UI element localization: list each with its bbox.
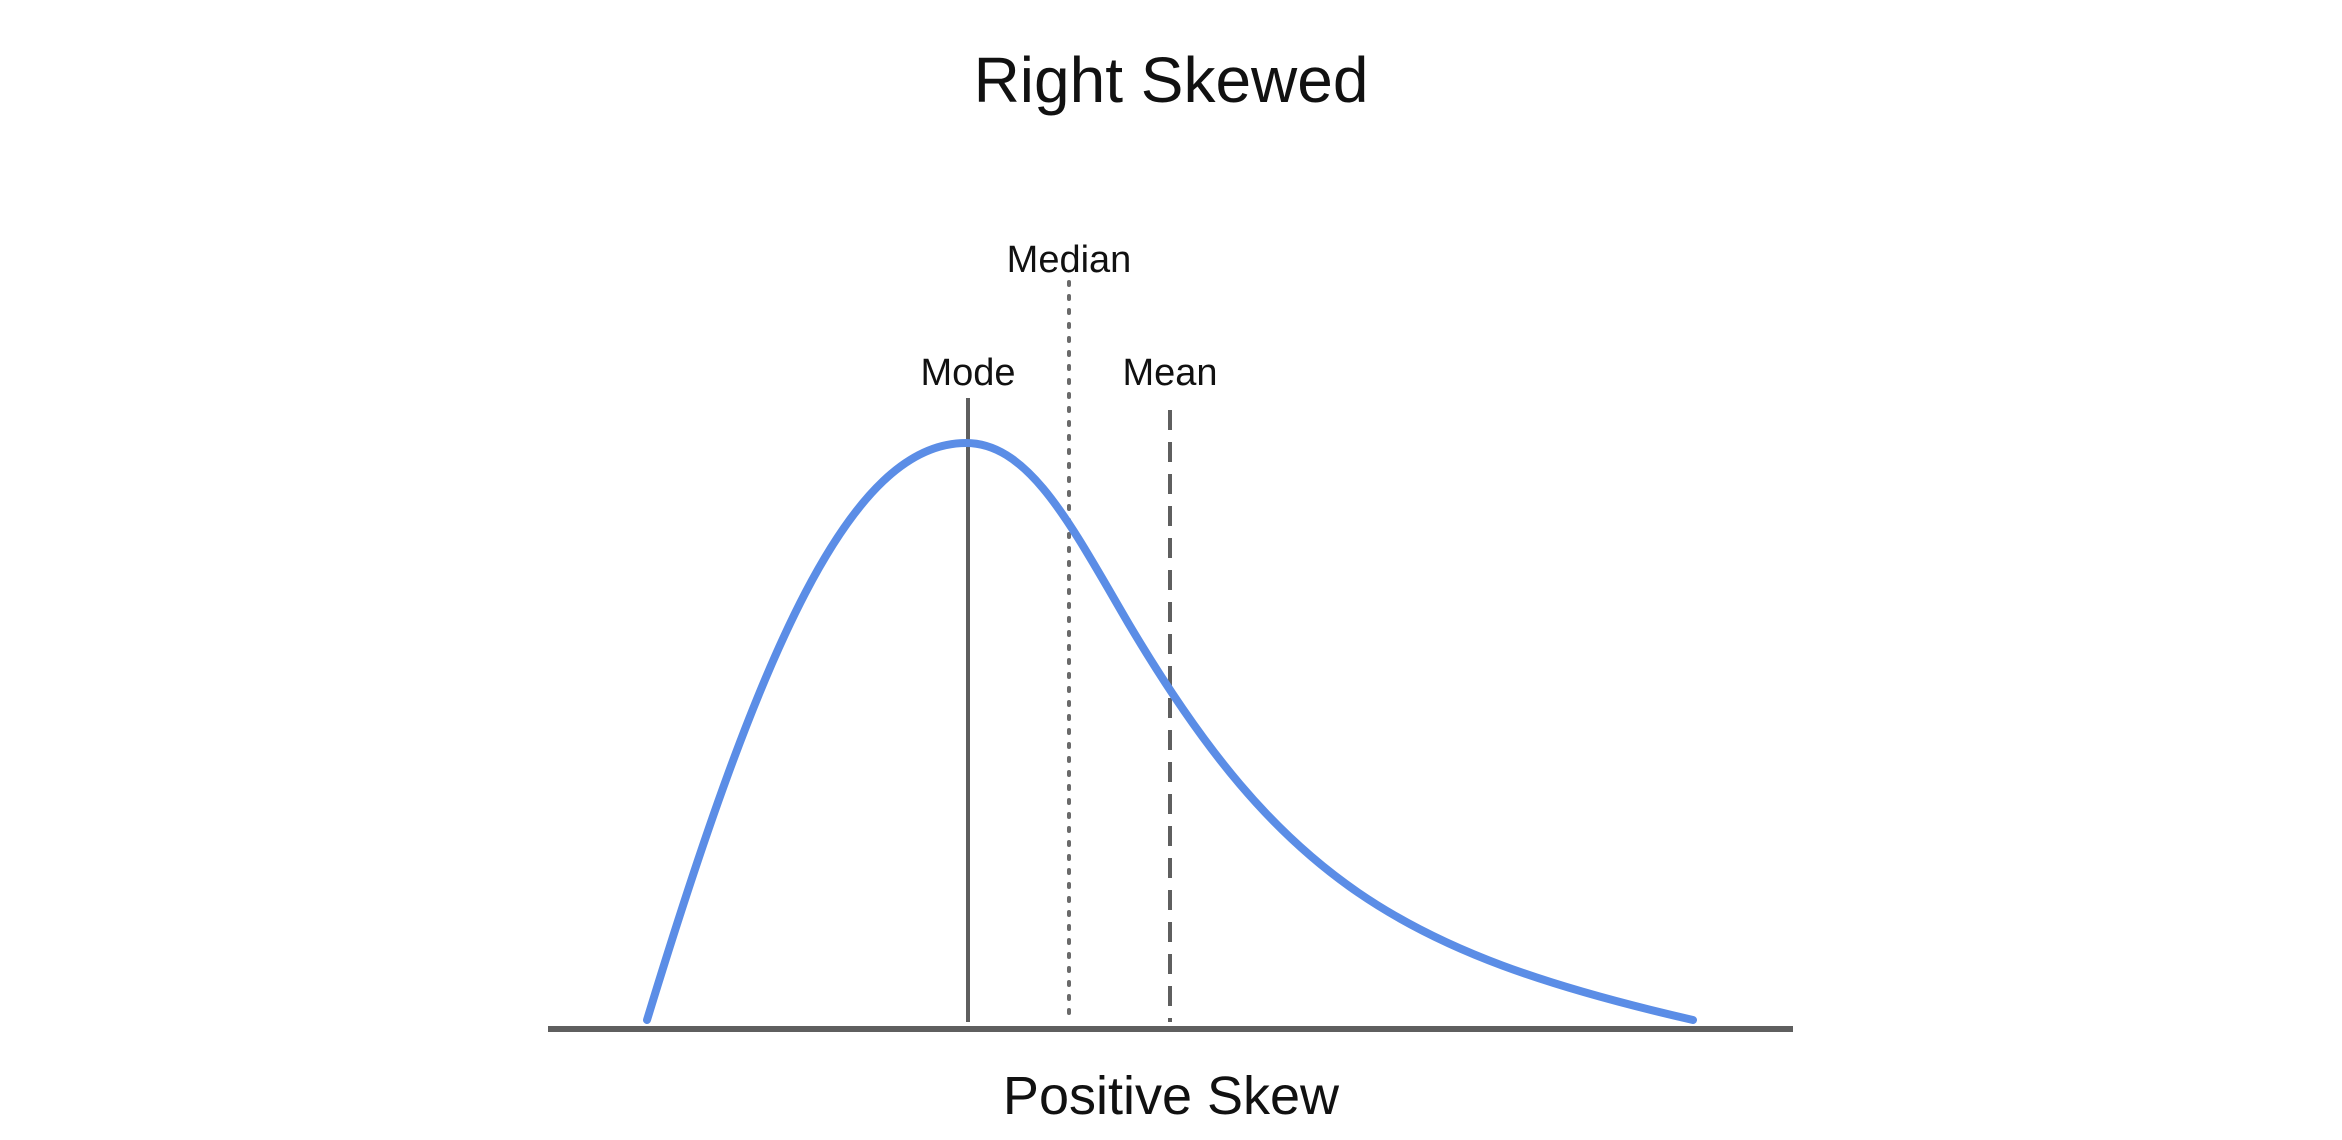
mode-label: Mode (920, 352, 1015, 394)
caption: Positive Skew (1003, 1066, 1340, 1126)
median-label: Median (1007, 239, 1132, 281)
diagram-title: Right Skewed (974, 44, 1369, 116)
distribution-curve (643, 439, 1697, 1024)
mean-label: Mean (1122, 352, 1217, 394)
